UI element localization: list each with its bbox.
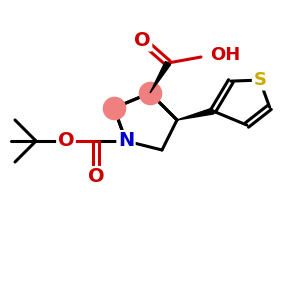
Polygon shape xyxy=(150,61,171,93)
Text: N: N xyxy=(118,131,134,151)
Text: S: S xyxy=(253,71,266,89)
Text: O: O xyxy=(88,167,104,187)
Text: O: O xyxy=(58,131,74,151)
Text: O: O xyxy=(134,31,151,50)
Polygon shape xyxy=(177,108,214,120)
Text: OH: OH xyxy=(210,46,240,64)
